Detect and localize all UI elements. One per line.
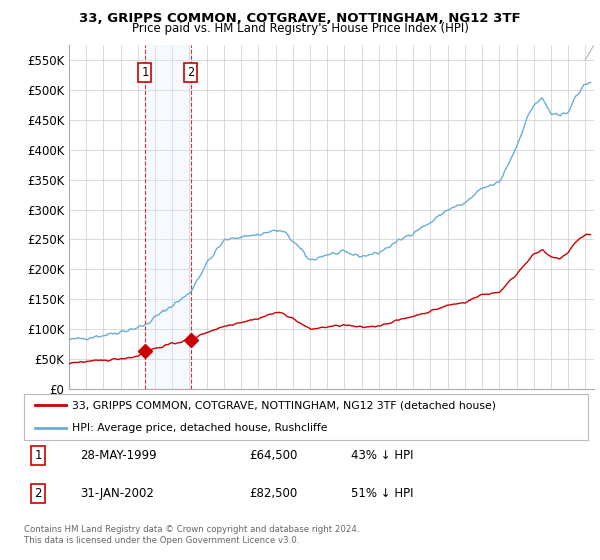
- Text: 43% ↓ HPI: 43% ↓ HPI: [351, 449, 413, 461]
- Text: 31-JAN-2002: 31-JAN-2002: [80, 487, 154, 500]
- Text: 1: 1: [34, 449, 42, 461]
- Text: HPI: Average price, detached house, Rushcliffe: HPI: Average price, detached house, Rush…: [72, 423, 328, 433]
- Text: Price paid vs. HM Land Registry's House Price Index (HPI): Price paid vs. HM Land Registry's House …: [131, 22, 469, 35]
- Bar: [145, 45, 191, 389]
- Text: £64,500: £64,500: [250, 449, 298, 461]
- Text: 33, GRIPPS COMMON, COTGRAVE, NOTTINGHAM, NG12 3TF: 33, GRIPPS COMMON, COTGRAVE, NOTTINGHAM,…: [79, 12, 521, 25]
- Text: 51% ↓ HPI: 51% ↓ HPI: [351, 487, 413, 500]
- Text: 2: 2: [187, 66, 194, 79]
- Text: 1: 1: [142, 66, 148, 79]
- Text: Contains HM Land Registry data © Crown copyright and database right 2024.
This d: Contains HM Land Registry data © Crown c…: [24, 525, 359, 545]
- Text: 28-MAY-1999: 28-MAY-1999: [80, 449, 157, 461]
- Text: 33, GRIPPS COMMON, COTGRAVE, NOTTINGHAM, NG12 3TF (detached house): 33, GRIPPS COMMON, COTGRAVE, NOTTINGHAM,…: [72, 400, 496, 410]
- Text: £82,500: £82,500: [250, 487, 298, 500]
- Text: 2: 2: [34, 487, 42, 500]
